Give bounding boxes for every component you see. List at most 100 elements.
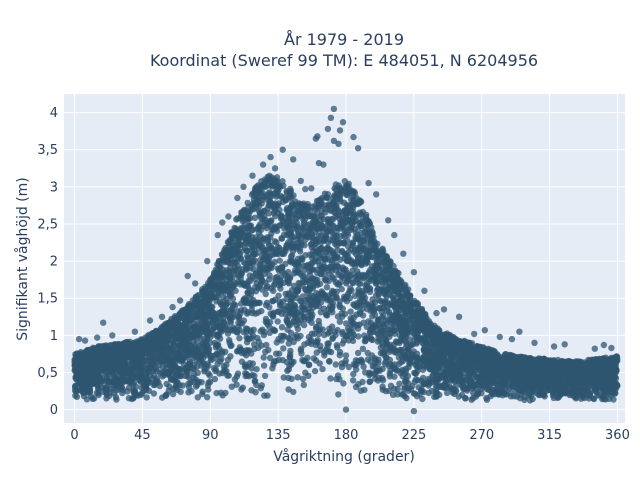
data-point (320, 305, 327, 312)
data-point (421, 344, 428, 351)
data-point (261, 372, 269, 379)
data-point (294, 374, 301, 381)
data-point (302, 369, 309, 376)
data-point (308, 319, 315, 326)
data-point (375, 291, 382, 298)
data-point (249, 360, 256, 367)
data-point (233, 381, 240, 388)
data-point (394, 386, 401, 393)
data-point (276, 302, 284, 309)
data-point (277, 285, 284, 292)
data-point (211, 375, 219, 383)
data-point (357, 387, 364, 394)
data-point (204, 382, 212, 389)
data-point (392, 347, 399, 354)
data-point (363, 221, 370, 228)
data-point (278, 250, 286, 257)
data-point (343, 293, 351, 300)
data-point (314, 281, 321, 289)
data-point (260, 331, 268, 339)
data-point (327, 375, 334, 382)
data-point (275, 308, 282, 315)
data-point (434, 371, 441, 379)
data-point (223, 361, 230, 369)
data-point (271, 238, 278, 245)
data-point (263, 284, 270, 292)
data-point (404, 372, 412, 380)
data-point (374, 377, 382, 384)
data-point (329, 300, 337, 307)
data-point (207, 293, 214, 300)
data-point (322, 276, 330, 283)
data-point (312, 258, 319, 265)
data-point (274, 188, 281, 195)
data-point (585, 356, 592, 364)
data-point (199, 359, 207, 367)
data-point (280, 345, 287, 352)
data-point (299, 375, 307, 383)
data-point (358, 293, 365, 300)
data-point (154, 368, 161, 375)
data-point (379, 245, 386, 252)
data-point (276, 257, 283, 264)
data-point (265, 202, 273, 209)
data-point (382, 358, 389, 365)
data-point (308, 275, 316, 282)
data-point (275, 356, 282, 364)
data-point (364, 239, 371, 246)
data-point (290, 388, 297, 396)
data-point (290, 318, 297, 326)
data-point (170, 385, 177, 393)
data-point (213, 389, 220, 397)
data-point (230, 300, 238, 308)
data-point (389, 294, 396, 301)
data-point (386, 348, 393, 355)
data-point (215, 261, 222, 269)
data-point (319, 365, 326, 373)
data-point (250, 206, 257, 213)
data-point (405, 380, 412, 387)
data-point (349, 377, 357, 384)
data-point (316, 360, 323, 367)
data-point (472, 393, 480, 400)
data-point (378, 328, 385, 335)
data-point (109, 368, 116, 376)
data-point (411, 390, 419, 397)
data-point (251, 214, 259, 221)
data-point (236, 335, 243, 342)
data-point (378, 308, 385, 316)
data-point (403, 394, 410, 402)
data-point (426, 344, 434, 352)
data-point (132, 383, 140, 390)
data-point (272, 296, 279, 303)
data-point (343, 298, 351, 305)
data-point (214, 351, 222, 358)
data-point (125, 395, 133, 402)
data-point (239, 384, 246, 391)
data-point (300, 381, 307, 389)
data-point (335, 391, 342, 398)
data-point (365, 318, 372, 325)
data-point (398, 358, 405, 366)
data-point (242, 260, 249, 267)
data-point (72, 392, 79, 399)
data-point (347, 308, 354, 315)
data-point (217, 358, 224, 365)
data-point (197, 307, 204, 315)
data-point (207, 330, 215, 337)
data-points (71, 105, 621, 415)
data-point (253, 366, 260, 373)
data-point (271, 327, 279, 334)
data-point (273, 273, 281, 281)
data-point (244, 310, 251, 317)
data-point (304, 339, 312, 347)
data-point (391, 373, 398, 380)
data-point (294, 335, 302, 342)
data-point (259, 326, 266, 333)
data-point (335, 182, 343, 189)
data-point (355, 381, 362, 388)
data-point (248, 365, 255, 372)
data-point (311, 367, 319, 375)
data-point (260, 354, 267, 361)
data-point (387, 382, 395, 389)
